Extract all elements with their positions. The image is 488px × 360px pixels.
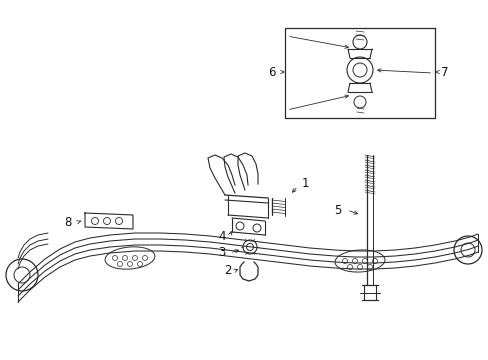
Text: 7: 7 — [440, 66, 448, 78]
Text: 4: 4 — [218, 230, 225, 243]
Text: 3: 3 — [218, 247, 225, 260]
Text: 6: 6 — [268, 66, 275, 78]
Text: 5: 5 — [334, 203, 341, 216]
Text: 1: 1 — [301, 176, 308, 189]
Text: 2: 2 — [224, 265, 231, 278]
Text: 8: 8 — [64, 216, 72, 229]
